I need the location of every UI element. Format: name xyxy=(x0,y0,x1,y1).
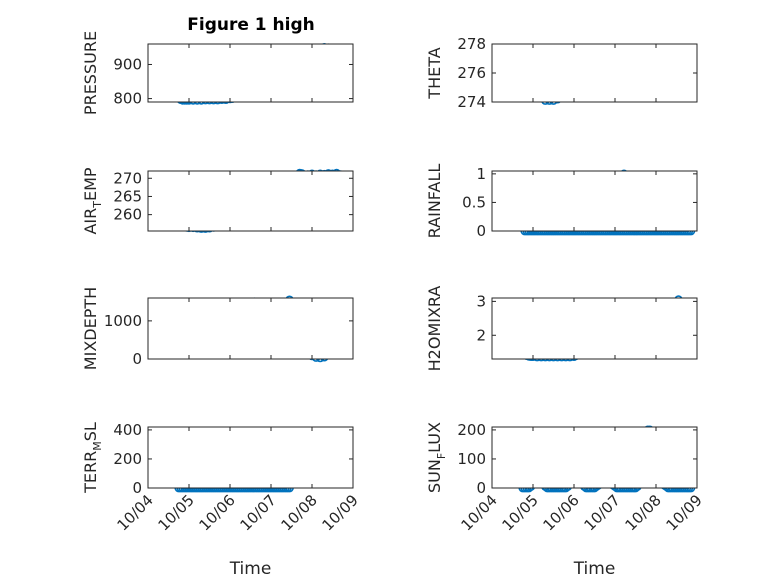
y-tick-label: 200 xyxy=(457,421,486,439)
y-axis-label: SUNFLUX xyxy=(425,422,448,493)
y-tick-label: 260 xyxy=(113,206,142,224)
y-axis-label: RAINFALL xyxy=(425,164,444,239)
y-tick-label: 0 xyxy=(132,350,142,368)
y-tick-label: 1000 xyxy=(104,312,142,330)
axes-frame xyxy=(491,43,698,103)
y-axis-label: PRESSURE xyxy=(81,31,100,115)
y-axis-label: THETA xyxy=(425,47,444,99)
subplot-1: 800 900 PRESSURE xyxy=(81,31,354,115)
y-tick-label: 1 xyxy=(476,165,486,183)
y-axis-label: H2OMIXRA xyxy=(425,286,444,372)
subplot-7: 020040010/0410/0510/0610/0710/0810/09TER… xyxy=(81,421,362,579)
y-tick-label: 0 xyxy=(132,479,142,497)
y-axis-label: MIXDEPTH xyxy=(81,287,100,370)
y-axis-label: AIRTEMP xyxy=(81,167,104,234)
axes-frame xyxy=(491,426,698,489)
y-tick-label: 100 xyxy=(457,450,486,468)
axes-frame xyxy=(147,297,354,360)
x-axis-label: Time xyxy=(573,559,616,579)
y-tick-label: 3 xyxy=(476,292,486,310)
y-tick-label: 400 xyxy=(113,421,142,439)
axes-frame xyxy=(147,43,354,103)
y-tick-label: 900 xyxy=(113,55,142,73)
axes-frame xyxy=(491,297,698,360)
y-tick-label: 0 xyxy=(476,479,486,497)
x-axis-label: Time xyxy=(229,559,272,579)
y-tick-label: 200 xyxy=(113,450,142,468)
y-axis-label: TERRMSL xyxy=(81,422,104,494)
y-tick-label: 0.5 xyxy=(462,193,486,211)
y-tick-label: 278 xyxy=(457,35,486,53)
y-tick-label: 270 xyxy=(113,169,142,187)
y-tick-label: 276 xyxy=(457,64,486,82)
figure-title: Figure 1 high xyxy=(187,15,315,35)
y-tick-label: 274 xyxy=(457,93,486,111)
subplot-4: 0 0.5 1 RAINFALL xyxy=(425,164,698,240)
y-tick-label: 0 xyxy=(476,222,486,240)
subplot-6: 2 3 H2OMIXRA xyxy=(425,286,698,372)
y-tick-label: 800 xyxy=(113,90,142,108)
axes-frame xyxy=(147,426,354,489)
axes-frame xyxy=(147,170,354,232)
y-tick-label: 265 xyxy=(113,187,142,205)
axes-frame xyxy=(491,170,698,232)
subplot-2: 274 276 278 THETA xyxy=(425,35,698,111)
y-tick-label: 2 xyxy=(476,326,486,344)
